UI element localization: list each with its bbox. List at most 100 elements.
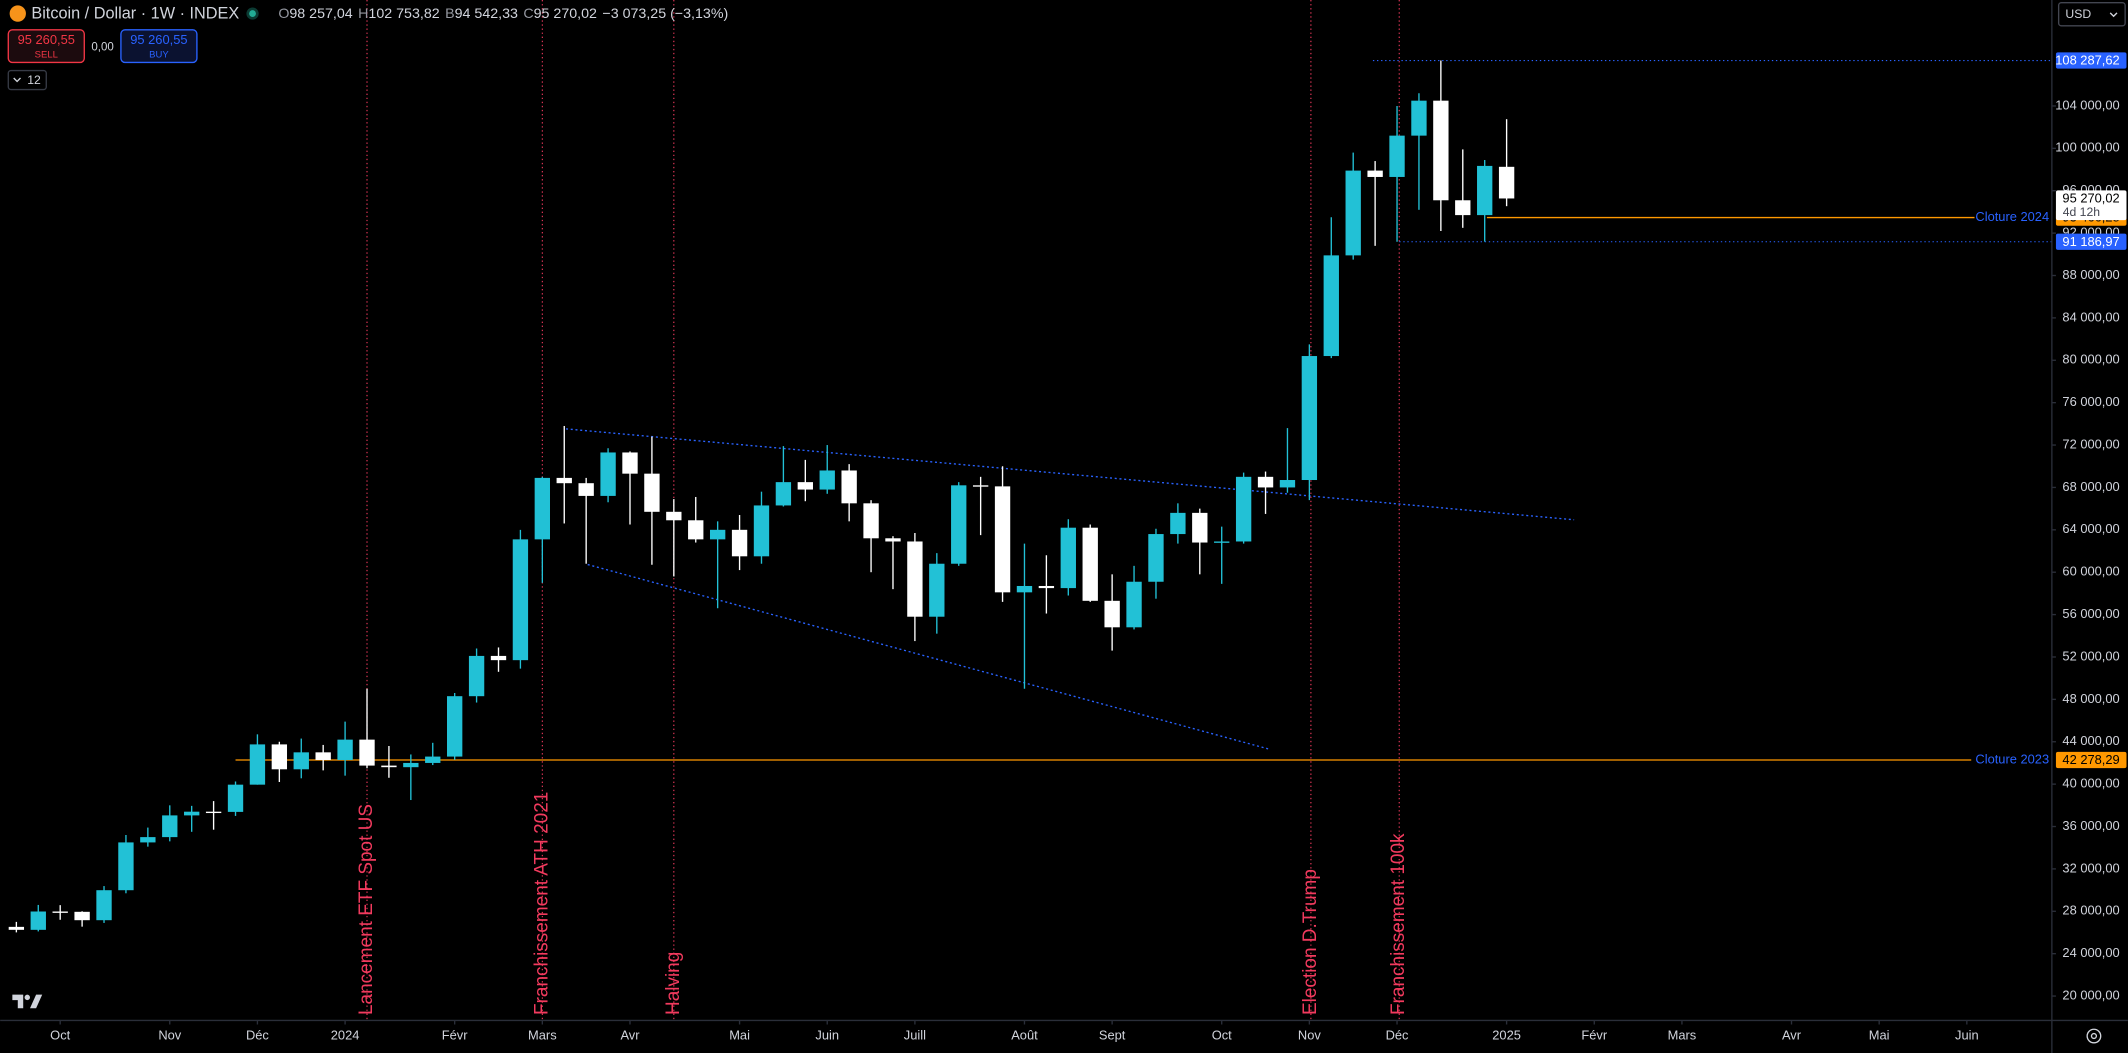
chevron[interactable] xyxy=(13,77,21,83)
y-tick-label: 36 000,00 xyxy=(2062,818,2119,833)
candle-body xyxy=(337,739,353,760)
ohlc-value: 98 257,04 xyxy=(289,6,352,22)
candle-body xyxy=(359,739,375,766)
x-tick-label: Mai xyxy=(729,1027,750,1042)
event-label: Franchissement 100k xyxy=(1388,833,1409,1015)
candle-body xyxy=(1192,512,1208,543)
sell-box[interactable] xyxy=(7,29,85,64)
y-tick-label: 84 000,00 xyxy=(2062,309,2119,324)
y-tick-label: 60 000,00 xyxy=(2062,564,2119,579)
currency[interactable]: USD xyxy=(2065,7,2091,21)
y-tick-label: 76 000,00 xyxy=(2062,394,2119,409)
candle-body xyxy=(753,505,770,557)
candle-body xyxy=(1279,480,1296,488)
candle-body xyxy=(1104,600,1120,628)
y-tick-label: 24 000,00 xyxy=(2062,945,2119,960)
candle-body xyxy=(8,926,25,930)
y-tick-label: 20 000,00 xyxy=(2062,987,2119,1002)
settings-icon[interactable] xyxy=(2086,1028,2102,1044)
ohlc-value: 102 753,82 xyxy=(368,6,439,22)
x-tick-label: Déc xyxy=(1386,1027,1409,1042)
y-tick-label: 28 000,00 xyxy=(2062,903,2119,918)
y-tick-label: 88 000,00 xyxy=(2062,267,2119,282)
sell-label[interactable]: SELL xyxy=(35,49,58,60)
currency-dropdown[interactable]: USD xyxy=(2057,2,2126,27)
logo-part xyxy=(12,994,24,1009)
candle-body xyxy=(403,762,419,768)
candle-body xyxy=(1433,100,1449,201)
candle-body xyxy=(688,520,704,540)
y-tick-label: 48 000,00 xyxy=(2062,691,2119,706)
settings-button[interactable] xyxy=(2086,1028,2102,1044)
interval-box[interactable] xyxy=(7,69,47,91)
buy-button[interactable]: 95 260,55 BUY xyxy=(120,29,198,64)
currency-box[interactable] xyxy=(2057,2,2126,27)
buy-price[interactable]: 95 260,55 xyxy=(130,32,187,47)
candle-body xyxy=(556,477,572,484)
x-tick-label: Févr xyxy=(442,1027,468,1042)
candle-body xyxy=(885,538,901,542)
price-tag-label: 108 287,62 xyxy=(2055,53,2119,68)
candle-body xyxy=(490,655,507,661)
symbol-icon xyxy=(9,5,26,22)
trendline xyxy=(587,563,1270,750)
x-tick-label: Févr xyxy=(1581,1027,1607,1042)
horizontal-line-label: Cloture 2023 xyxy=(1975,751,2049,766)
candle-body xyxy=(227,784,244,812)
candle-body xyxy=(425,756,441,763)
candle-body xyxy=(841,470,857,504)
candle-body xyxy=(1455,200,1471,216)
y-tick-label: 80 000,00 xyxy=(2062,352,2119,367)
market-status xyxy=(249,10,256,17)
candle-body xyxy=(1301,356,1318,481)
price-tag xyxy=(2055,751,2127,769)
y-tick-label: 104 000,00 xyxy=(2055,97,2119,112)
candle-body xyxy=(74,911,90,921)
candle-body xyxy=(1016,585,1033,593)
interval-value[interactable]: 12 xyxy=(27,73,41,87)
x-tick-label: Mars xyxy=(528,1027,557,1042)
candle-body xyxy=(819,470,835,490)
candle-body xyxy=(381,765,397,768)
sell-price[interactable]: 95 260,55 xyxy=(18,32,75,47)
candle-body xyxy=(1148,534,1164,582)
x-tick-label: Oct xyxy=(1212,1027,1232,1042)
sell-button[interactable]: 95 260,55 SELL xyxy=(7,29,85,64)
price-tag-label: 91 186,97 xyxy=(2062,234,2119,249)
candle-body xyxy=(1345,170,1361,256)
x-tick-label: 2024 xyxy=(331,1027,360,1042)
candle-body xyxy=(972,485,989,487)
candle-body xyxy=(1323,255,1339,357)
candle-body xyxy=(184,811,200,816)
event-label: Election D.Trump xyxy=(1300,869,1321,1015)
interval-dropdown[interactable]: 12 xyxy=(7,69,47,91)
candle-body xyxy=(446,696,463,757)
symbol-title: Bitcoin / Dollar · 1W · INDEX xyxy=(31,5,239,23)
buy-label[interactable]: BUY xyxy=(149,49,169,60)
x-tick-label: Oct xyxy=(50,1027,70,1042)
x-tick-label: Avr xyxy=(620,1027,640,1042)
ohlc-value: 95 270,02 xyxy=(534,6,597,22)
y-tick-label: 44 000,00 xyxy=(2062,733,2119,748)
candle-body xyxy=(140,837,156,843)
x-tick-label: Nov xyxy=(158,1027,181,1042)
candle-body xyxy=(1038,585,1055,589)
candle-body xyxy=(600,452,616,496)
buy-box[interactable] xyxy=(120,29,198,64)
bar-countdown: 4d 12h xyxy=(2063,205,2100,219)
ohlc-key: O xyxy=(278,6,289,22)
chevron[interactable] xyxy=(2109,12,2118,18)
candle-body xyxy=(622,452,638,474)
candle-body xyxy=(666,511,682,521)
candle-body xyxy=(1170,512,1186,535)
candle-body xyxy=(1367,170,1383,177)
candle-body xyxy=(644,473,660,512)
x-tick-label: Août xyxy=(1011,1027,1038,1042)
price-tag xyxy=(2055,52,2127,69)
candle-body xyxy=(271,744,288,770)
candle-body xyxy=(929,563,945,617)
settings-icon[interactable] xyxy=(2090,1032,2098,1040)
candle-body xyxy=(863,503,879,539)
candle-body xyxy=(1082,527,1098,601)
